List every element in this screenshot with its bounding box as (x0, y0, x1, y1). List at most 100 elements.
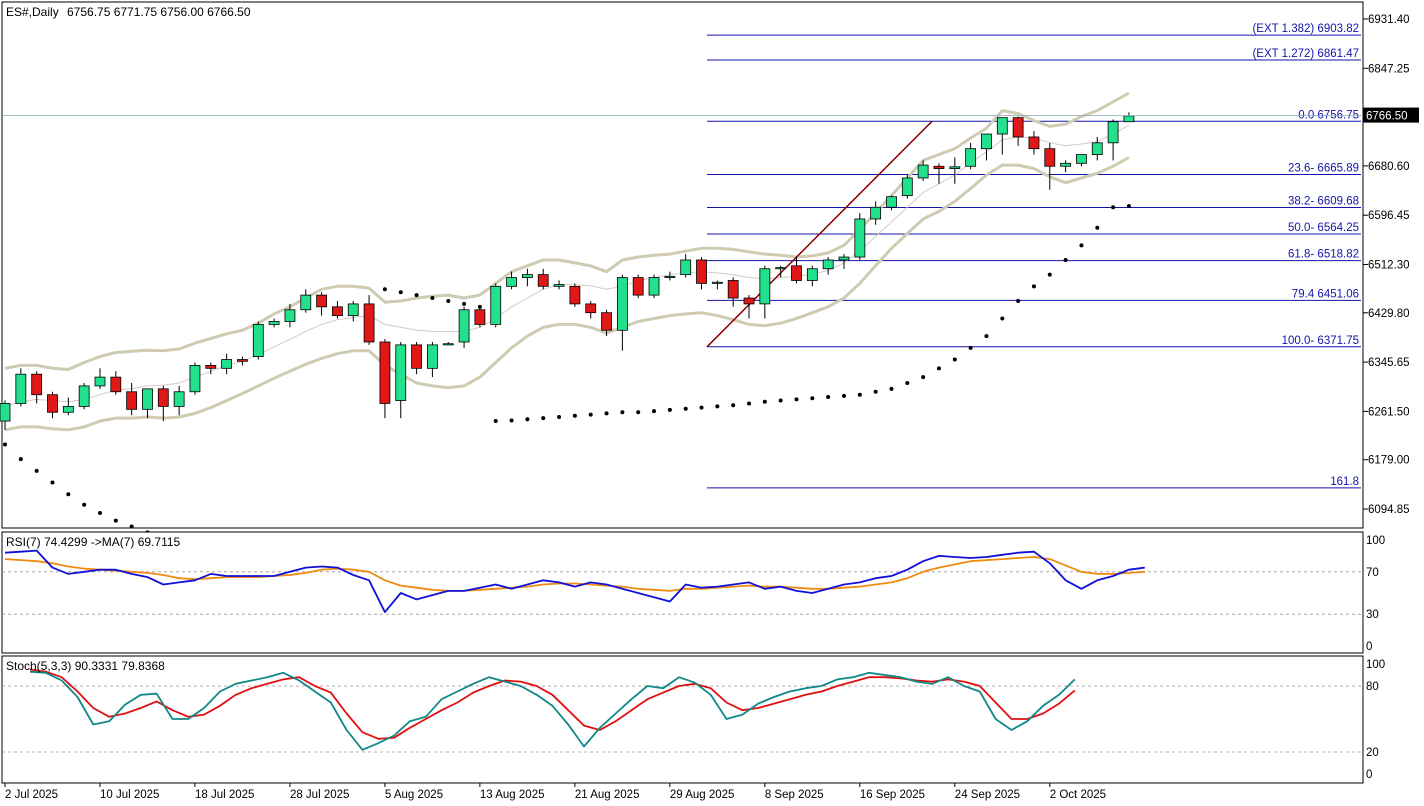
candle-body (1091, 142, 1103, 155)
candle-body (917, 164, 929, 179)
sar-dot (1111, 205, 1116, 210)
sar-dot (857, 392, 862, 397)
stoch-tick-label: 100 (1366, 659, 1385, 671)
candle-body (632, 277, 644, 296)
price-axis: 6931.406847.256764.006680.606596.456512.… (2, 14, 1419, 516)
candle-body (759, 268, 771, 305)
sar-dot (841, 393, 846, 398)
candle-body (1028, 136, 1040, 150)
price-tick-label: 6596.45 (1368, 210, 1410, 222)
candle-body (601, 312, 612, 331)
sar-dot (572, 413, 577, 418)
sar-dot (34, 468, 39, 473)
sar-dot (826, 395, 831, 400)
stoch-tick-label: 0 (1366, 769, 1372, 781)
current-price-label: 6766.50 (1366, 111, 1408, 123)
candle-body (696, 259, 707, 284)
sar-dot (3, 442, 7, 447)
candle-body (743, 297, 755, 305)
time-tick-label: 29 Aug 2025 (670, 789, 735, 801)
candle-body (268, 321, 280, 325)
sar-dot (1063, 257, 1068, 262)
candle-body (173, 391, 185, 407)
candle-body (474, 309, 486, 325)
candlesticks (0, 112, 1135, 430)
fib-level-label: 79.4 6451.06 (1292, 288, 1359, 300)
candle-body (62, 406, 74, 413)
sar-dot (667, 407, 672, 412)
fib-level-label: 38.2- 6609.68 (1288, 195, 1359, 207)
sar-dot (18, 457, 23, 462)
candle-body (791, 265, 802, 281)
sar-dot (731, 403, 736, 408)
sar-dot (557, 414, 562, 419)
sar-dot (620, 410, 625, 415)
candle-body (981, 133, 992, 150)
sar-dot (66, 492, 71, 497)
price-tick-label: 6931.40 (1368, 14, 1410, 26)
candle-body (965, 148, 977, 167)
candle-body (379, 341, 391, 404)
sar-dot (810, 396, 815, 401)
rsi-lines: 100 70 30 0 (2, 535, 1385, 653)
candle-body (1060, 162, 1072, 167)
fib-level-label: 161.8 (1330, 476, 1359, 488)
sar-dot (493, 419, 498, 424)
ohlc-label: 6756.75 6771.75 6756.00 6766.50 (67, 5, 251, 19)
rsi-ma-line (4, 556, 1145, 592)
candle-body (996, 117, 1008, 135)
sar-dot (414, 293, 419, 298)
sar-dot (398, 290, 403, 295)
candle-body (680, 259, 692, 276)
candle-body (775, 267, 787, 270)
price-tick-label: 6179.00 (1368, 455, 1410, 467)
candle-body (15, 373, 27, 404)
time-tick-label: 18 Jul 2025 (195, 789, 254, 801)
candle-body (949, 166, 961, 169)
sar-dot (873, 389, 878, 394)
sar-dot (952, 357, 957, 362)
time-tick-label: 10 Jul 2025 (100, 789, 159, 801)
candle-body (189, 365, 201, 393)
sar-dot (604, 411, 609, 416)
fib-trendline (706, 120, 933, 348)
candle-body (284, 309, 296, 322)
candle-body (569, 285, 581, 305)
candle-body (490, 285, 502, 325)
time-tick-label: 24 Sep 2025 (955, 789, 1020, 801)
bollinger-lower-line (4, 156, 1130, 432)
price-tick-label: 6345.65 (1368, 357, 1410, 369)
sar-dot (794, 397, 799, 402)
candle-body (711, 281, 723, 284)
sar-dot (113, 518, 118, 523)
sar-dot (936, 366, 941, 371)
candle-body (363, 303, 375, 343)
candle-body (1044, 148, 1056, 167)
price-tick-label: 6094.85 (1368, 504, 1410, 516)
candle-body (901, 177, 913, 196)
sar-dot (889, 386, 894, 391)
candle-body (521, 274, 533, 278)
candle-body (870, 206, 882, 220)
fibonacci-levels: (EXT 1.382) 6903.82(EXT 1.272) 6861.470.… (707, 23, 1361, 489)
fib-level-label: (EXT 1.272) 6861.47 (1252, 48, 1359, 60)
fib-level-label: (EXT 1.382) 6903.82 (1252, 23, 1359, 35)
candle-body (300, 294, 312, 311)
sar-dot (636, 410, 641, 415)
candle-body (442, 343, 454, 346)
sar-dot (50, 480, 55, 485)
rsi-line (4, 549, 1145, 613)
price-tick-label: 6261.50 (1368, 406, 1410, 418)
sar-dot (525, 417, 530, 422)
price-panel: (EXT 1.382) 6903.82(EXT 1.272) 6861.470.… (0, 1, 1419, 552)
sar-dot (921, 375, 926, 380)
candle-body (157, 388, 169, 407)
sar-dot (430, 296, 435, 301)
rsi-panel-frame (1, 531, 1364, 654)
rsi-tick-label: 30 (1366, 609, 1379, 621)
fib-level-label: 61.8- 6518.82 (1288, 249, 1359, 261)
sar-dot (905, 380, 910, 385)
candle-body (458, 309, 470, 343)
candle-body (47, 394, 58, 413)
